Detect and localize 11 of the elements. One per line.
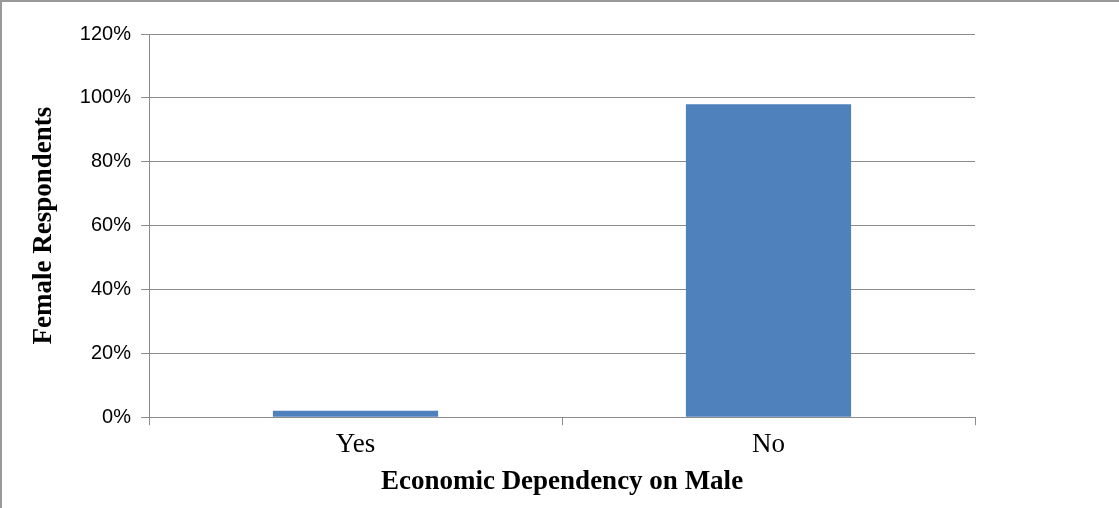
y-tick-label: 60%: [90, 213, 132, 236]
y-tick-label: 0%: [102, 404, 132, 427]
y-tick-label: 20%: [90, 340, 132, 363]
y-tick-label: 40%: [90, 276, 132, 299]
y-axis-title: Female Respondents: [27, 106, 58, 345]
x-tick-label: No: [752, 428, 785, 459]
y-tick-label: 120%: [79, 21, 132, 44]
x-tick-label: Yes: [335, 428, 376, 459]
y-tick-label: 100%: [79, 85, 132, 108]
y-tick-label: 80%: [90, 149, 132, 172]
x-axis-title: Economic Dependency on Male: [380, 464, 744, 495]
